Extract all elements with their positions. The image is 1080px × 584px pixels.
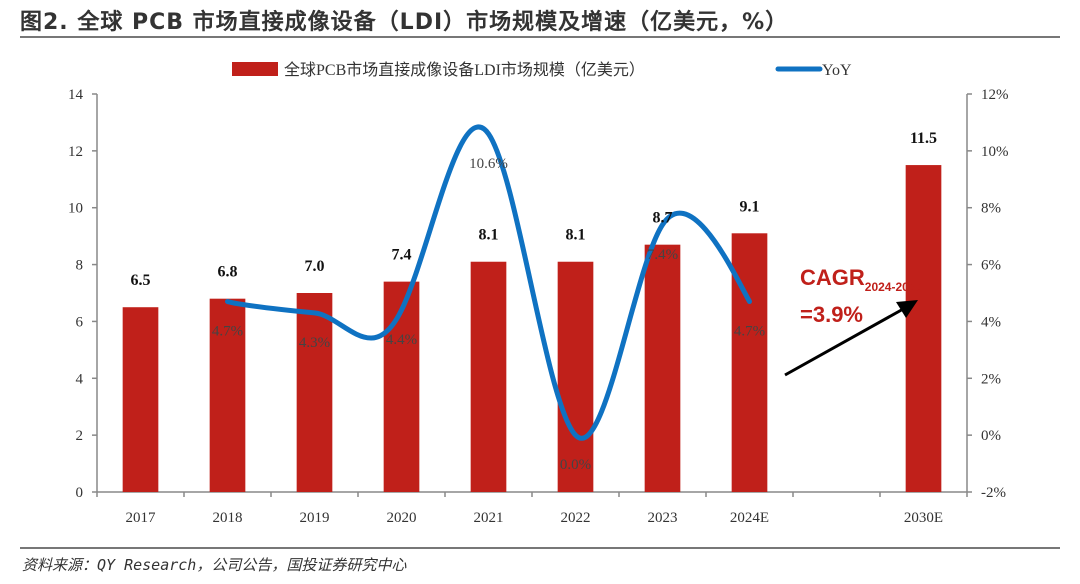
bar-value-label: 9.1 [740,198,760,215]
left-axis-tick-label: 12 [68,144,83,160]
yoy-line-group [225,124,752,441]
legend-label-line: YoY [822,62,852,79]
title-divider [20,36,1060,38]
bar-2020 [383,281,420,492]
bar-2024E [731,233,768,493]
x-axis-tick-label: 2030E [904,510,943,526]
bar-value-label: 7.4 [392,247,412,264]
legend-swatch-bar [232,62,278,76]
bar-value-label: 11.5 [910,130,937,147]
legend-label-bar: 全球PCB市场直接成像设备LDI市场规模（亿美元） [284,61,645,79]
cagr-annotation: CAGR2024-2030 =3.9% [784,265,922,377]
cagr-label: CAGR2024-2030 [800,265,922,294]
yoy-value-label: 4.7% [212,324,243,340]
left-axis-tick-label: 6 [76,314,84,330]
cagr-arrow-shaft [784,306,906,377]
right-axis-tick-label: 0% [981,428,1001,444]
x-axis-tick-label: 2019 [300,510,330,526]
left-axis-tick-label: 4 [76,371,84,387]
cagr-arrow-head [896,300,918,318]
bar-2018 [209,298,246,492]
bar-value-label: 6.5 [131,272,151,289]
yoy-value-label: 4.4% [386,332,417,348]
yoy-line [225,124,752,441]
left-axis-tick-label: 14 [68,87,84,103]
x-axis-tick-label: 2021 [474,510,504,526]
x-axis-tick-label: 2024E [730,510,769,526]
right-axis-tick-label: -2% [981,485,1006,501]
bar-2023 [644,244,681,492]
chart-title: 图2. 全球 PCB 市场直接成像设备（LDI）市场规模及增速（亿美元，%） [20,10,789,35]
right-axis-tick-label: 8% [981,201,1001,217]
axes: 0 2 4 6 8 10 12 14 -2% 0% 2% 4% 6% 8% 10% 12% 2017 2018 20… [68,87,1009,526]
cagr-value: =3.9% [800,302,863,327]
x-axis-tick-label: 2020 [387,510,417,526]
x-axis-tick-label: 2017 [126,510,157,526]
legend: 全球PCB市场直接成像设备LDI市场规模（亿美元） YoY [232,61,852,79]
yoy-value-label: 10.6% [469,156,508,172]
left-axis-tick-label: 10 [68,201,83,217]
bar-2017 [122,307,159,492]
yoy-value-label: 4.7% [734,324,765,340]
bar-value-label: 8.1 [479,227,499,244]
bar-2022 [557,261,594,492]
source-divider [20,547,1060,549]
x-axis-tick-label: 2018 [213,510,243,526]
bar-2021 [470,261,507,492]
x-axis-tick-label: 2022 [561,510,591,526]
bar-value-label: 7.0 [305,258,325,275]
bar-2019 [296,293,333,492]
x-axis-tick-label: 2023 [648,510,678,526]
left-axis-tick-label: 2 [76,428,84,444]
bar-value-label: 6.8 [218,264,238,281]
right-axis-tick-label: 6% [981,258,1001,274]
yoy-value-label: 7.4% [647,247,678,263]
right-axis-tick-label: 4% [981,314,1001,330]
bar-2030E [905,165,942,493]
left-axis-tick-label: 0 [76,485,84,501]
bars [122,165,942,493]
right-axis-tick-label: 10% [981,144,1009,160]
right-axis-tick-label: 2% [981,371,1001,387]
right-axis-tick-label: 12% [981,87,1009,103]
source-note: 资料来源：QY Research，公司公告，国投证券研究中心 [22,556,407,574]
yoy-value-label: 0.0% [560,457,591,473]
yoy-value-label: 4.3% [299,335,330,351]
left-axis-tick-label: 8 [76,258,84,274]
bar-value-label: 8.7 [653,210,673,227]
bar-value-label: 8.1 [566,227,586,244]
data-labels: 6.5 6.8 7.0 7.4 8.1 8.1 8.7 9.1 11.5 4.7% 4.3% 4.4%… [131,130,938,473]
